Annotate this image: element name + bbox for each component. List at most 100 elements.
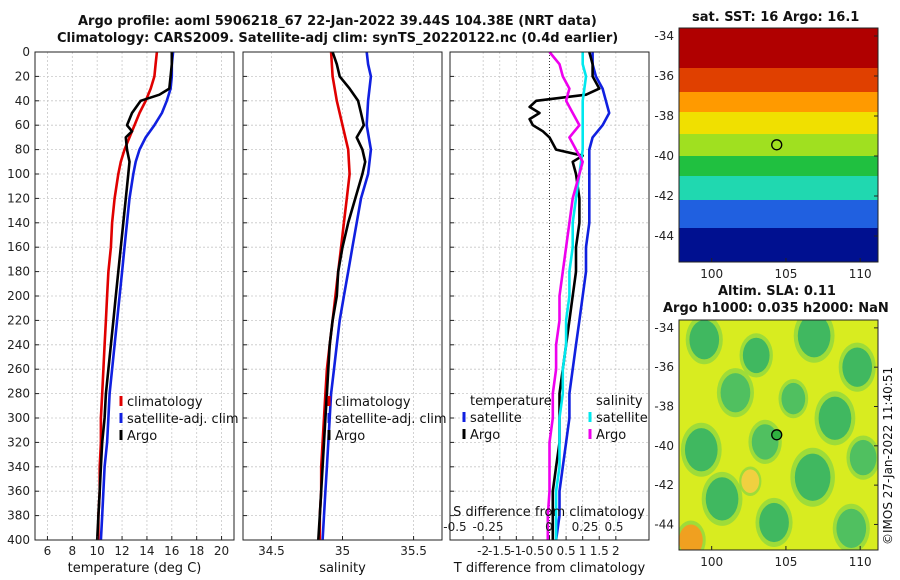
sst_map-ytick-label: -36	[654, 69, 674, 83]
depth-tick-label: 260	[7, 362, 30, 376]
figure-title-line1: Argo profile: aoml 5906218_67 22-Jan-202…	[78, 14, 597, 29]
salinity-diff-tick-label: 0.25	[572, 520, 599, 534]
depth-tick-label: 100	[7, 167, 30, 181]
sst-band	[679, 28, 878, 80]
panel-differences: -2-1.5-1-0.5 0 0.5 1 1.5 2T difference from c…	[443, 51, 650, 576]
depth-tick-label: 240	[7, 338, 30, 352]
sst_map-xtick-label: 100	[700, 267, 723, 281]
sla-blob	[849, 439, 877, 476]
salinity-diff-tick-label: 0.5	[604, 520, 623, 534]
panel-sla_map: 100 105 110 -34 -36 -38 -40 -42 -44	[654, 319, 879, 569]
sla_map-ytick-label: -40	[654, 439, 674, 453]
temperature-xtick-label: 20	[214, 544, 229, 558]
sla-map-title-line2: Argo h1000: 0.035 h2000: NaN	[663, 301, 889, 316]
sla_map-xtick-label: 100	[700, 555, 723, 569]
sst_map-ytick-label: -34	[654, 29, 674, 43]
depth-tick-label: 400	[7, 533, 30, 547]
sla_map-argo-marker	[771, 429, 783, 441]
differences-line-temperature-satellite	[554, 52, 611, 541]
temperature-legend-label: satellite-adj. clim	[127, 412, 239, 427]
panel-salinity: 34.5 35 35.5 salinity climatology satellite-a…	[242, 51, 447, 576]
depth-tick-label: 60	[15, 118, 30, 132]
depth-tick-label: 220	[7, 313, 30, 327]
depth-tick-label: 280	[7, 387, 30, 401]
salinity-diff-tick-label: -0.25	[472, 520, 503, 534]
salinity-diff-axis-label: S difference from climatology	[453, 505, 645, 520]
depth-tick-label: 180	[7, 265, 30, 279]
sla_map-ytick-label: -42	[654, 478, 674, 492]
depth-tick-label: 20	[15, 69, 30, 83]
sst_map-ytick-label: -40	[654, 149, 674, 163]
panel-temperature: 6 8 10 12 14 16 18 20 temperature (deg C) 0 20 40 60…	[7, 45, 239, 576]
depth-tick-label: 120	[7, 191, 30, 205]
salinity-xtick-label: 35	[335, 544, 350, 558]
temperature-xtick-label: 12	[114, 544, 129, 558]
salinity-line-satellite-adj-clim	[321, 51, 373, 541]
temperature-line-climatology	[97, 51, 159, 540]
differences-line-salinity-satellite	[554, 52, 588, 540]
depth-tick-label: 380	[7, 509, 30, 523]
differences-xlabel: T difference from climatology	[453, 561, 646, 576]
sla-blob	[689, 320, 720, 360]
sst_map-xtick-label: 105	[774, 267, 797, 281]
sla-blob	[741, 469, 760, 493]
salinity-line-climatology	[318, 51, 351, 540]
temperature-legend-label: climatology	[127, 395, 203, 410]
differences-xtick-label: 1.5	[590, 544, 609, 558]
panel-sst_map: 100 105 110 -34 -36 -38 -40 -42 -44	[654, 27, 879, 281]
sla-blob	[759, 502, 789, 543]
salinity-xtick-label: 34.5	[258, 544, 285, 558]
sla-blob	[751, 424, 779, 460]
sla_map-ytick-label: -44	[654, 517, 674, 531]
salinity-diff-tick-label: -0.5	[443, 520, 466, 534]
temperature-xlabel: temperature (deg C)	[68, 561, 202, 576]
depth-tick-label: 200	[7, 289, 30, 303]
sst_map-frame	[678, 27, 879, 263]
sst-band	[679, 228, 878, 262]
legend-temperature-label: satellite	[470, 411, 522, 426]
sst-map-title: sat. SST: 16 Argo: 16.1	[692, 10, 860, 25]
differences-xtick-label: 2	[612, 544, 620, 558]
salinity-legend-label: climatology	[335, 395, 411, 410]
sla-blob	[818, 396, 852, 440]
legend-salinity-label: Argo	[596, 428, 626, 443]
sst_map-argo-marker	[771, 139, 783, 151]
depth-tick-label: 80	[15, 143, 30, 157]
sla_map-xtick-label: 105	[774, 555, 797, 569]
temperature-xtick-label: 18	[189, 544, 204, 558]
temperature-xtick-label: 10	[90, 544, 105, 558]
sla_map-frame	[678, 319, 879, 551]
sla-blob	[705, 477, 739, 521]
sla-blob	[842, 347, 873, 387]
depth-tick-label: 320	[7, 435, 30, 449]
depth-tick-label: 360	[7, 484, 30, 498]
legend-temperature-label: Argo	[470, 428, 500, 443]
depth-tick-label: 160	[7, 240, 30, 254]
temperature-legend-label: Argo	[127, 429, 157, 444]
depth-tick-label: 40	[15, 94, 30, 108]
depth-tick-label: 300	[7, 411, 30, 425]
differences-xtick-label: 1	[579, 544, 587, 558]
sst-band	[679, 176, 878, 221]
temperature-line-satellite-adj-clim	[99, 51, 175, 541]
salinity-xtick-label: 35.5	[400, 544, 427, 558]
sla_map-ytick-label: -36	[654, 360, 674, 374]
sla-blob	[797, 320, 831, 358]
figure-title-line2: Climatology: CARS2009. Satellite-adj cli…	[57, 31, 619, 46]
depth-tick-label: 140	[7, 216, 30, 230]
sla-blob	[720, 373, 751, 413]
legend-salinity-title: salinity	[596, 394, 643, 409]
differences-xtick-label: -1	[510, 544, 522, 558]
salinity-legend-label: satellite-adj. clim	[335, 412, 447, 427]
differences-xtick-label: -2	[477, 544, 489, 558]
differences-xtick-label: 0	[546, 544, 554, 558]
depth-tick-label: 340	[7, 460, 30, 474]
temperature-line-argo	[95, 52, 174, 541]
sla-blob	[684, 428, 718, 472]
differences-xtick-label: 0.5	[557, 544, 576, 558]
sla_map-ytick-label: -38	[654, 399, 674, 413]
sla-map-title-line1: Altim. SLA: 0.11	[718, 284, 836, 299]
sla-blob	[836, 508, 867, 549]
differences-xtick-label: -1.5	[488, 544, 511, 558]
temperature-xtick-label: 8	[68, 544, 76, 558]
